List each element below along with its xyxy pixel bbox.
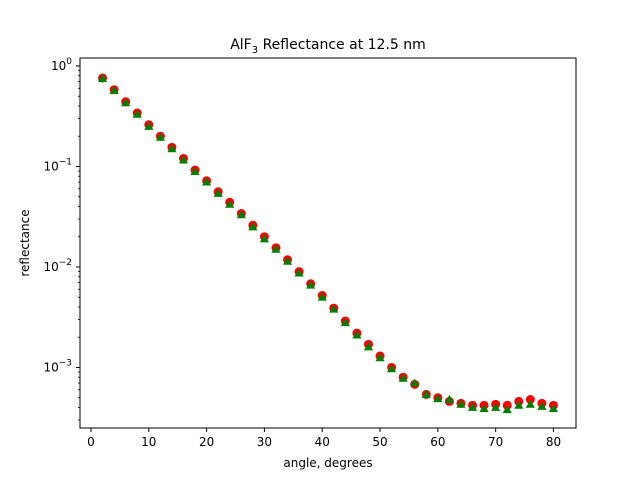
y-tick-label-0: 10−3: [43, 358, 72, 374]
series-1-point-29: [433, 394, 443, 403]
y-axis-label: reflectance: [18, 209, 32, 276]
x-tick-label-5: 50: [372, 435, 387, 449]
series-1-point-1: [109, 85, 119, 94]
series-1-point-27: [410, 378, 420, 387]
y-tick-label-exponent-0: −3: [59, 358, 72, 368]
series-1-point-18: [306, 280, 316, 289]
x-tick-label-3: 30: [257, 435, 272, 449]
data-marks: [97, 73, 559, 414]
y-tick-label-base-3: 10: [51, 59, 66, 73]
y-tick-label-base-1: 10: [43, 260, 58, 274]
y-tick-label-3: 100: [51, 57, 72, 73]
plot-area-frame: [79, 57, 577, 429]
series-1-point-36: [514, 400, 524, 409]
series-1-point-35: [502, 405, 512, 414]
series-1-point-17: [294, 268, 304, 277]
series-1-point-22: [352, 330, 362, 339]
chart-title-subscript: 3: [252, 45, 258, 56]
series-1-point-20: [329, 304, 339, 313]
series-1-point-6: [167, 144, 177, 153]
series-1-point-33: [479, 403, 489, 413]
series-1-point-7: [178, 155, 189, 164]
x-axis-label: angle, degrees: [283, 456, 372, 470]
y-tick-label-1: 10−2: [43, 258, 72, 274]
x-tick-label-4: 40: [315, 435, 330, 449]
series-1-point-4: [144, 121, 154, 130]
series-1-point-10: [213, 188, 223, 197]
series-1-point-38: [537, 401, 547, 410]
series-1-point-13: [248, 222, 258, 231]
series-1-point-39: [548, 403, 559, 413]
y-tick-label-exponent-1: −2: [59, 258, 72, 268]
series-1-point-28: [421, 389, 431, 398]
series-1-point-5: [155, 132, 165, 141]
series-1-point-16: [282, 256, 293, 265]
series-1-point-25: [386, 364, 397, 373]
y-tick-label-base-0: 10: [43, 360, 58, 374]
x-tick-label-6: 60: [430, 435, 445, 449]
x-tick-label-7: 70: [488, 435, 503, 449]
series-1-point-31: [456, 399, 466, 408]
series-1-point-21: [340, 317, 350, 326]
y-tick-label-base-2: 10: [43, 159, 58, 173]
series-1-point-8: [190, 166, 200, 176]
series-1-point-26: [398, 373, 408, 382]
series-1-point-30: [444, 394, 454, 403]
series-1-point-37: [525, 399, 535, 408]
series-1-point-0: [97, 73, 108, 82]
x-axis: 0 10 20 30 40 50 60 70 80: [87, 428, 561, 449]
series-1-point-11: [225, 199, 235, 208]
y-tick-label-exponent-2: −1: [59, 157, 72, 167]
series-1-point-24: [375, 353, 385, 362]
x-tick-label-0: 0: [87, 435, 95, 449]
y-tick-label-2: 10−1: [43, 157, 72, 173]
series-1-point-32: [467, 402, 478, 411]
series-1-point-12: [236, 210, 246, 219]
series-1-point-14: [259, 234, 270, 243]
series-1-point-23: [363, 342, 374, 351]
chart-title: AlF3 Reflectance at 12.5 nm: [230, 37, 426, 56]
chart-title-prefix: AlF: [230, 37, 252, 53]
series-1-point-19: [317, 292, 327, 301]
x-tick-label-1: 10: [141, 435, 156, 449]
series-1-point-34: [491, 402, 501, 411]
x-tick-label-2: 20: [199, 435, 214, 449]
series-0-point-37: [525, 395, 535, 405]
x-tick-label-8: 80: [546, 435, 561, 449]
series-1-point-3: [132, 109, 142, 118]
series-1-point-15: [271, 244, 281, 253]
series-1-point-2: [121, 98, 131, 107]
y-tick-label-exponent-3: 0: [66, 57, 72, 67]
chart-title-suffix: Reflectance at 12.5 nm: [258, 37, 426, 53]
series-1-point-9: [202, 177, 212, 186]
